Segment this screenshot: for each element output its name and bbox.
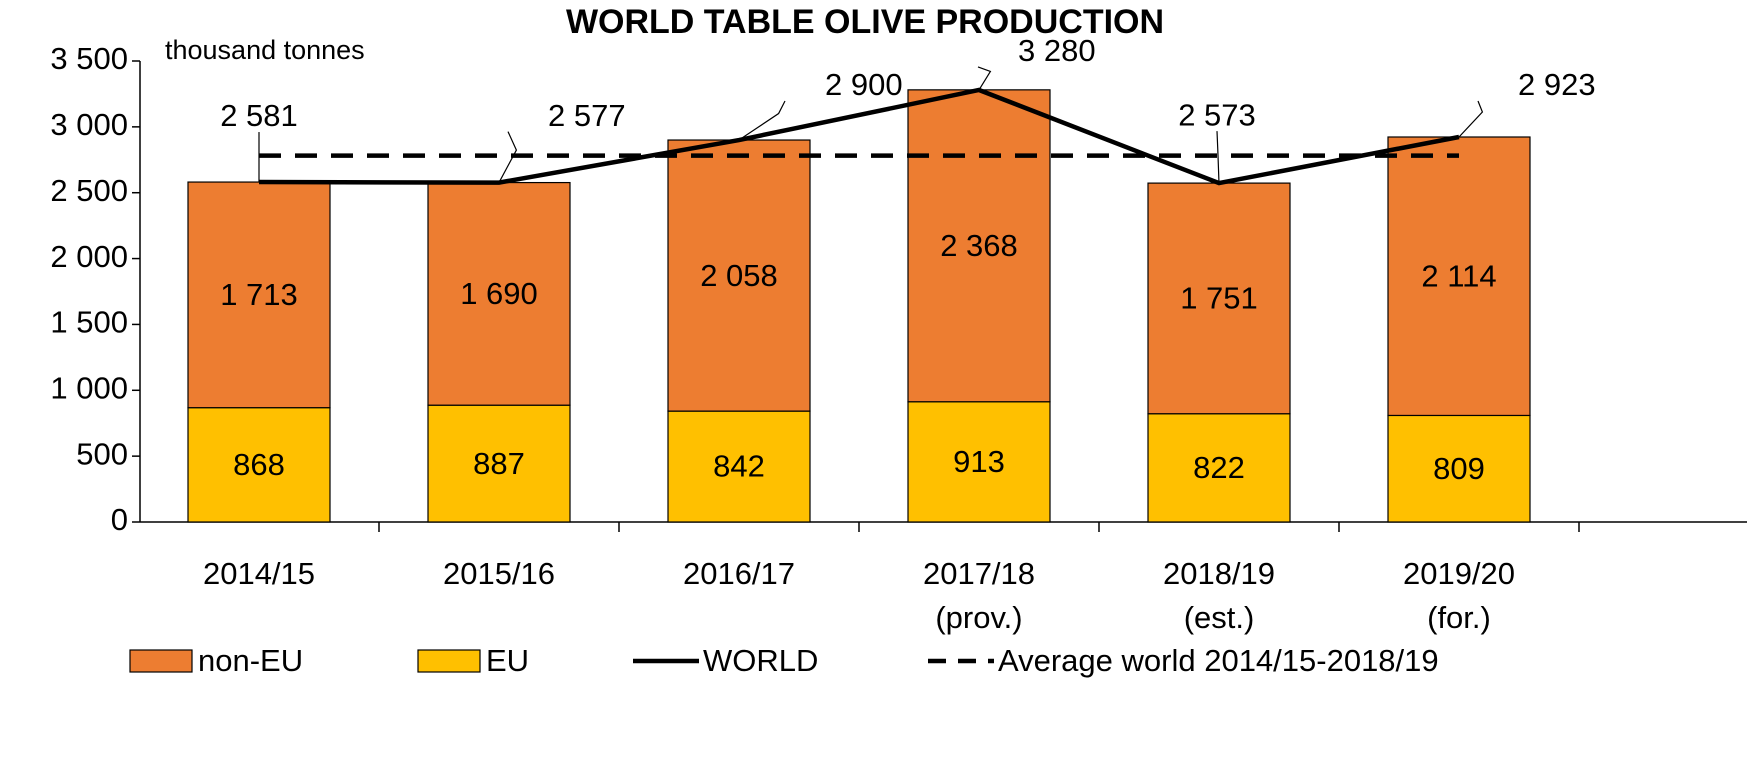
y-tick-label: 1 500	[50, 305, 128, 340]
bar-segment	[667, 410, 811, 523]
legend-label: WORLD	[703, 643, 818, 678]
bar-segment	[1147, 182, 1291, 415]
data-label: 2 114	[1421, 258, 1496, 293]
leader-line	[1216, 131, 1220, 184]
bar-segment	[427, 404, 571, 523]
bar-segment	[1387, 136, 1531, 417]
y-axis-unit: thousand tonnes	[165, 35, 365, 65]
data-label: 868	[233, 447, 285, 482]
data-label: 842	[713, 449, 765, 484]
y-tick-label: 3 500	[50, 41, 128, 76]
x-tick-label: 2015/16	[442, 556, 556, 591]
leader-line	[1458, 100, 1484, 138]
legend-label: Average world 2014/15-2018/19	[998, 643, 1439, 678]
legend-label: EU	[486, 643, 529, 678]
data-label: 2 577	[548, 98, 626, 133]
data-label: 2 923	[1518, 67, 1596, 102]
bar-segment	[907, 401, 1051, 523]
y-tick-label: 2 000	[50, 239, 128, 274]
data-label: 1 713	[220, 277, 298, 312]
data-label: 2 900	[825, 67, 903, 102]
y-tick-label: 2 500	[50, 173, 128, 208]
legend-label: non-EU	[198, 643, 303, 678]
bar-segment	[187, 181, 331, 409]
chart-title: WORLD TABLE OLIVE PRODUCTION	[566, 3, 1164, 41]
data-label: 809	[1433, 451, 1485, 486]
leader-line	[498, 131, 518, 183]
data-label: 2 058	[700, 258, 778, 293]
data-label: 822	[1193, 450, 1245, 485]
data-label: 3 280	[1018, 33, 1096, 68]
bar-segment	[1147, 413, 1291, 523]
legend-swatch	[417, 649, 481, 673]
bar-segment	[427, 181, 571, 406]
x-tick-label: 2018/19 (est.)	[1162, 556, 1276, 635]
leader-line	[977, 66, 992, 91]
bar-segment	[1387, 414, 1531, 523]
data-label: 2 573	[1178, 97, 1256, 132]
x-tick-label: 2019/20 (for.)	[1402, 556, 1516, 635]
x-tick-label: 2016/17	[682, 556, 796, 591]
bar-segment	[907, 89, 1051, 403]
data-label: 1 690	[460, 276, 538, 311]
data-label: 2 581	[220, 98, 298, 133]
y-tick-label: 0	[111, 502, 128, 537]
data-label: 887	[473, 446, 525, 481]
world-line	[258, 87, 1460, 186]
y-tick-label: 1 000	[50, 370, 128, 405]
leader-line	[738, 100, 786, 141]
y-tick-label: 500	[76, 436, 128, 471]
x-tick-label: 2014/15	[202, 556, 316, 591]
y-tick-label: 3 000	[50, 107, 128, 142]
bar-segment	[667, 139, 811, 412]
data-label: 1 751	[1180, 281, 1258, 316]
data-label: 913	[953, 444, 1005, 479]
x-tick-label: 2017/18 (prov.)	[922, 556, 1036, 635]
data-label: 2 368	[940, 228, 1018, 263]
legend-swatch	[129, 649, 193, 673]
